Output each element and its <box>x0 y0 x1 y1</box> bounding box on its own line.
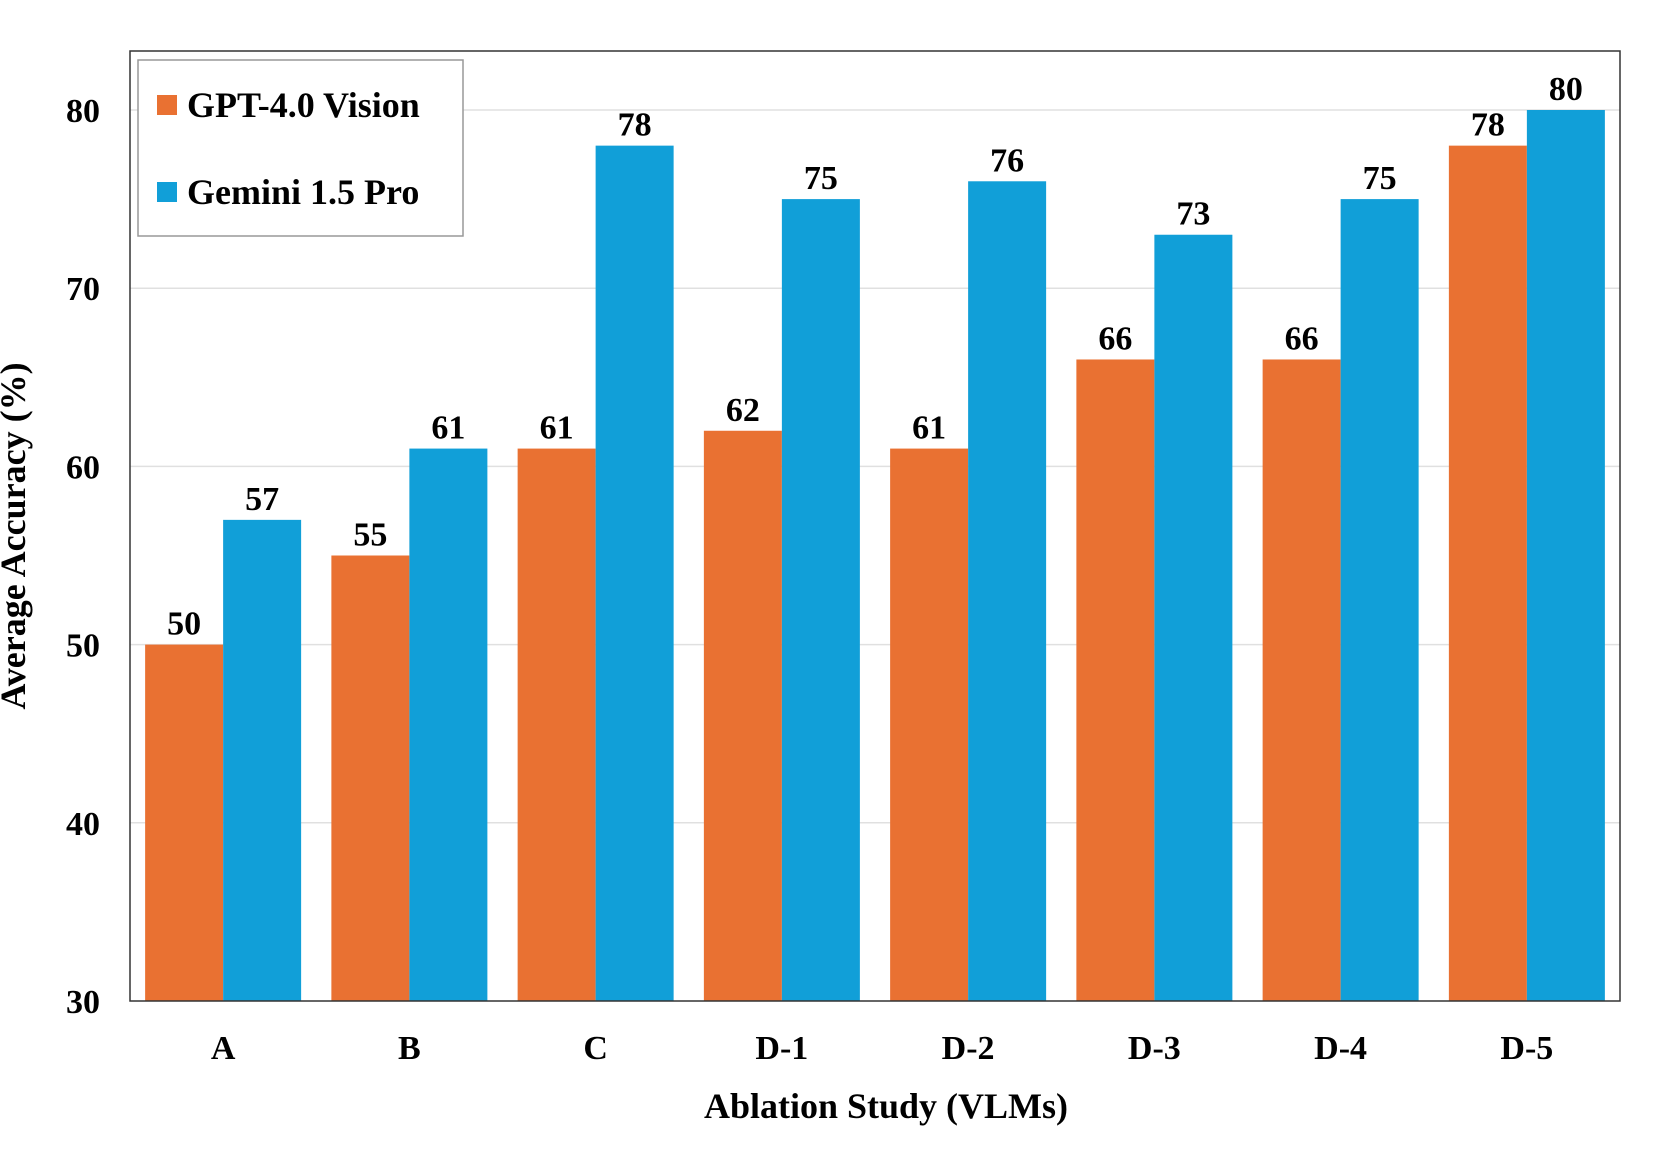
legend-label-gpt: GPT-4.0 Vision <box>187 85 420 125</box>
bar-label-gemini-D-2: 76 <box>990 142 1024 179</box>
y-tick-label-80: 80 <box>66 93 100 130</box>
legend: GPT-4.0 Vision Gemini 1.5 Pro <box>137 59 464 237</box>
bar-label-gemini-A: 57 <box>245 481 279 518</box>
y-axis-title: Average Accuracy (%) <box>0 362 33 709</box>
x-tick-label-B: B <box>398 1030 421 1067</box>
bar-gemini-B <box>409 448 488 1002</box>
bar-label-gpt-D-5: 78 <box>1471 107 1505 144</box>
bar-label-gpt-D-4: 66 <box>1285 320 1319 357</box>
bar-gpt-D-2 <box>890 448 969 1002</box>
x-axis-title: Ablation Study (VLMs) <box>704 1086 1068 1126</box>
bar-label-gemini-B: 61 <box>431 410 465 447</box>
x-tick-label-C: C <box>583 1030 608 1067</box>
bar-gpt-D-4 <box>1262 359 1341 1002</box>
y-tick-label-40: 40 <box>66 806 100 843</box>
legend-swatch-gemini <box>157 182 177 202</box>
bar-label-gpt-B: 55 <box>353 517 387 554</box>
y-tick-label-60: 60 <box>66 449 100 486</box>
bar-gpt-B <box>331 555 410 1001</box>
y-tick-label-70: 70 <box>66 271 100 308</box>
bar-gemini-D-1 <box>781 199 860 1002</box>
bar-gemini-D-5 <box>1526 110 1605 1001</box>
x-tick-label-D-4: D-4 <box>1314 1030 1367 1067</box>
bar-label-gemini-D-1: 75 <box>804 160 838 197</box>
bar-gpt-D-1 <box>703 430 782 1001</box>
x-tick-label-A: A <box>211 1030 236 1067</box>
x-tick-label-D-3: D-3 <box>1128 1030 1181 1067</box>
bar-gpt-C <box>517 448 596 1002</box>
plot-frame <box>129 50 1621 1002</box>
x-axis-ticks: A B C D-1 D-2 D-3 D-4 D-5 <box>211 1030 1553 1067</box>
y-tick-label-50: 50 <box>66 628 100 665</box>
bar-gemini-D-4 <box>1340 199 1419 1002</box>
bar-label-gemini-D-4: 75 <box>1363 160 1397 197</box>
legend-frame <box>137 59 464 237</box>
bar-label-gpt-D-3: 66 <box>1098 320 1132 357</box>
bar-gemini-A <box>223 519 302 1001</box>
bar-gpt-D-3 <box>1076 359 1155 1002</box>
bar-label-gpt-D-2: 61 <box>912 410 946 447</box>
bar-gemini-D-3 <box>1154 234 1233 1002</box>
x-tick-label-D-1: D-1 <box>755 1030 808 1067</box>
bar-label-gemini-D-3: 73 <box>1176 196 1210 233</box>
bar-gemini-C <box>595 145 674 1001</box>
bar-gpt-A <box>145 644 224 1001</box>
y-axis-ticks: 30 40 50 60 70 80 <box>66 93 100 1021</box>
x-tick-label-D-2: D-2 <box>942 1030 995 1067</box>
bar-label-gpt-D-1: 62 <box>726 392 760 429</box>
x-tick-label-D-5: D-5 <box>1500 1030 1553 1067</box>
bar-labels: 50 57 55 61 61 78 62 75 61 76 66 73 66 75 78 80 <box>167 71 1583 643</box>
legend-swatch-gpt <box>157 95 177 115</box>
legend-label-gemini: Gemini 1.5 Pro <box>187 172 419 212</box>
bar-label-gemini-C: 78 <box>618 107 652 144</box>
bars <box>145 110 1605 1002</box>
bar-label-gpt-C: 61 <box>540 410 574 447</box>
bar-label-gemini-D-5: 80 <box>1549 71 1583 108</box>
bar-gpt-D-5 <box>1448 145 1527 1001</box>
bar-label-gpt-A: 50 <box>167 606 201 643</box>
bar-gemini-D-2 <box>968 181 1047 1001</box>
y-tick-label-30: 30 <box>66 984 100 1021</box>
